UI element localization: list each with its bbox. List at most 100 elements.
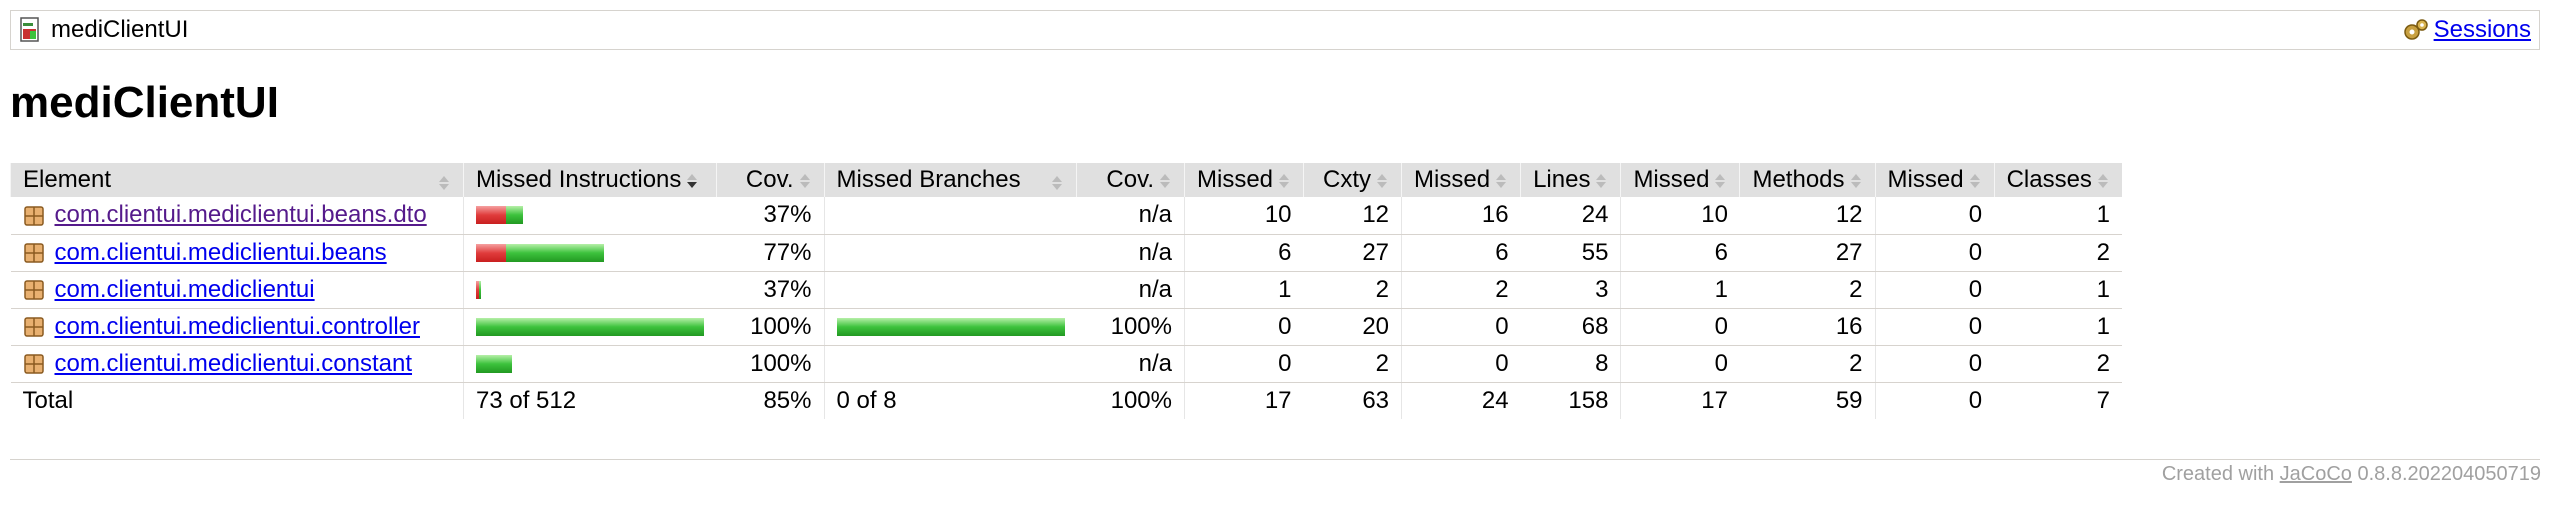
instructions-bar [476, 309, 704, 345]
package-link[interactable]: com.clientui.mediclientui.beans.dto [54, 201, 427, 229]
header-missed-branches[interactable]: Missed Branches [823, 163, 1077, 197]
branches-bar-cell [823, 345, 1077, 383]
package-link[interactable]: com.clientui.mediclientui [54, 275, 315, 303]
cxty: 12 [1303, 197, 1402, 235]
sessions-link[interactable]: Sessions [2433, 16, 2531, 43]
header-classes[interactable]: Classes [1993, 163, 2122, 197]
total-lines-missed: 24 [1401, 381, 1521, 419]
classes: 2 [1994, 234, 2122, 272]
package-icon [23, 243, 44, 263]
methods-missed: 0 [1620, 345, 1740, 383]
header-methods[interactable]: Methods [1739, 163, 1876, 197]
package-link[interactable]: com.clientui.mediclientui.beans [54, 238, 387, 266]
header-classes-missed[interactable]: Missed [1874, 163, 1995, 197]
methods: 12 [1739, 197, 1876, 235]
methods: 2 [1739, 271, 1876, 309]
classes-missed: 0 [1874, 234, 1995, 272]
classes: 1 [1994, 308, 2122, 346]
missed-bar [476, 206, 506, 225]
instructions-bar-cell [463, 308, 716, 346]
package-icon [23, 280, 44, 300]
classes: 2 [1994, 345, 2122, 383]
header-instr-cov[interactable]: Cov. [715, 163, 824, 197]
branches-bar-cell [823, 308, 1077, 346]
table-row: com.clientui.mediclientui.controller 100%… [10, 308, 2122, 346]
sort-icon [1279, 173, 1290, 188]
table-row: com.clientui.mediclientui 37% n/a 1 2 2 3 1 2 0 1 [10, 271, 2122, 309]
instr-cov: 100% [716, 308, 824, 346]
instructions-bar [476, 272, 704, 308]
branches-bar-cell [823, 197, 1077, 235]
lines-missed: 0 [1401, 345, 1521, 383]
total-classes-missed: 0 [1874, 381, 1995, 419]
cxty-missed: 0 [1183, 345, 1304, 383]
header-lines-missed[interactable]: Missed [1401, 163, 1521, 197]
cxty-missed: 6 [1183, 234, 1304, 272]
sort-down-icon [687, 173, 698, 188]
total-classes: 7 [1994, 381, 2122, 419]
classes: 1 [1994, 271, 2122, 309]
header-lines[interactable]: Lines [1520, 163, 1621, 197]
header-cxty-missed[interactable]: Missed [1183, 163, 1304, 197]
lines: 24 [1520, 197, 1621, 235]
package-icon [23, 206, 44, 226]
covered-bar [836, 317, 1065, 336]
cxty-missed: 0 [1183, 308, 1304, 346]
breadcrumb-title: mediClientUI [51, 16, 189, 43]
branch-cov: n/a [1076, 234, 1185, 272]
covered-bar [479, 280, 481, 299]
sort-icon [439, 176, 449, 190]
jacoco-link[interactable]: JaCoCo [2279, 463, 2352, 485]
footer-prefix: Created with [2161, 463, 2275, 485]
instructions-bar-cell [463, 345, 716, 383]
total-lines: 158 [1520, 381, 1621, 419]
instructions-bar [476, 346, 704, 382]
missed-bar [476, 243, 506, 262]
report-icon [20, 17, 39, 42]
total-methods-missed: 17 [1620, 381, 1740, 419]
classes-missed: 0 [1874, 345, 1995, 383]
branch-cov: n/a [1076, 197, 1185, 235]
table-row: com.clientui.mediclientui.beans.dto 37% n/… [10, 197, 2122, 235]
sort-icon [1715, 173, 1726, 188]
total-branch-cov: 100% [1076, 381, 1185, 419]
lines: 55 [1520, 234, 1621, 272]
lines-missed: 2 [1401, 271, 1521, 309]
package-link[interactable]: com.clientui.mediclientui.controller [54, 312, 420, 340]
footer-version: 0.8.8.202204050719 [2357, 463, 2541, 485]
cxty: 2 [1303, 271, 1402, 309]
table-header-row: Element Missed Instructions Cov. Missed … [10, 163, 2122, 197]
sort-icon [1969, 173, 1980, 188]
header-methods-missed[interactable]: Missed [1620, 163, 1740, 197]
methods-missed: 0 [1620, 308, 1740, 346]
classes-missed: 0 [1874, 197, 1995, 235]
header-cxty[interactable]: Cxty [1303, 163, 1402, 197]
instr-cov: 37% [716, 197, 824, 235]
package-icon [23, 317, 44, 337]
methods-missed: 6 [1620, 234, 1740, 272]
cxty-missed: 10 [1183, 197, 1304, 235]
header-element[interactable]: Element [10, 163, 464, 197]
instructions-bar-cell [463, 197, 716, 235]
header-missed-instructions[interactable]: Missed Instructions [463, 163, 716, 197]
breadcrumb: mediClientUI Sessions [10, 10, 2540, 50]
cxty: 2 [1303, 345, 1402, 383]
total-row: Total 73 of 512 85% 0 of 8 100% 17 63 24… [10, 381, 2122, 419]
instructions-bar-cell [463, 271, 716, 309]
cxty: 20 [1303, 308, 1402, 346]
lines: 68 [1520, 308, 1621, 346]
instructions-bar [476, 235, 704, 271]
total-instr-cov: 85% [716, 381, 824, 419]
total-branches: 0 of 8 [823, 381, 1077, 419]
instr-cov: 77% [716, 234, 824, 272]
header-branch-cov[interactable]: Cov. [1076, 163, 1185, 197]
covered-bar [506, 243, 604, 262]
package-link[interactable]: com.clientui.mediclientui.constant [54, 349, 413, 377]
element-cell: com.clientui.mediclientui.beans [10, 234, 464, 272]
element-cell: com.clientui.mediclientui.constant [10, 345, 464, 383]
breadcrumb-right: Sessions [2402, 16, 2539, 44]
sort-icon [1377, 173, 1388, 188]
table-row: com.clientui.mediclientui.constant 100% n/… [10, 345, 2122, 383]
methods: 16 [1739, 308, 1876, 346]
total-methods: 59 [1739, 381, 1876, 419]
